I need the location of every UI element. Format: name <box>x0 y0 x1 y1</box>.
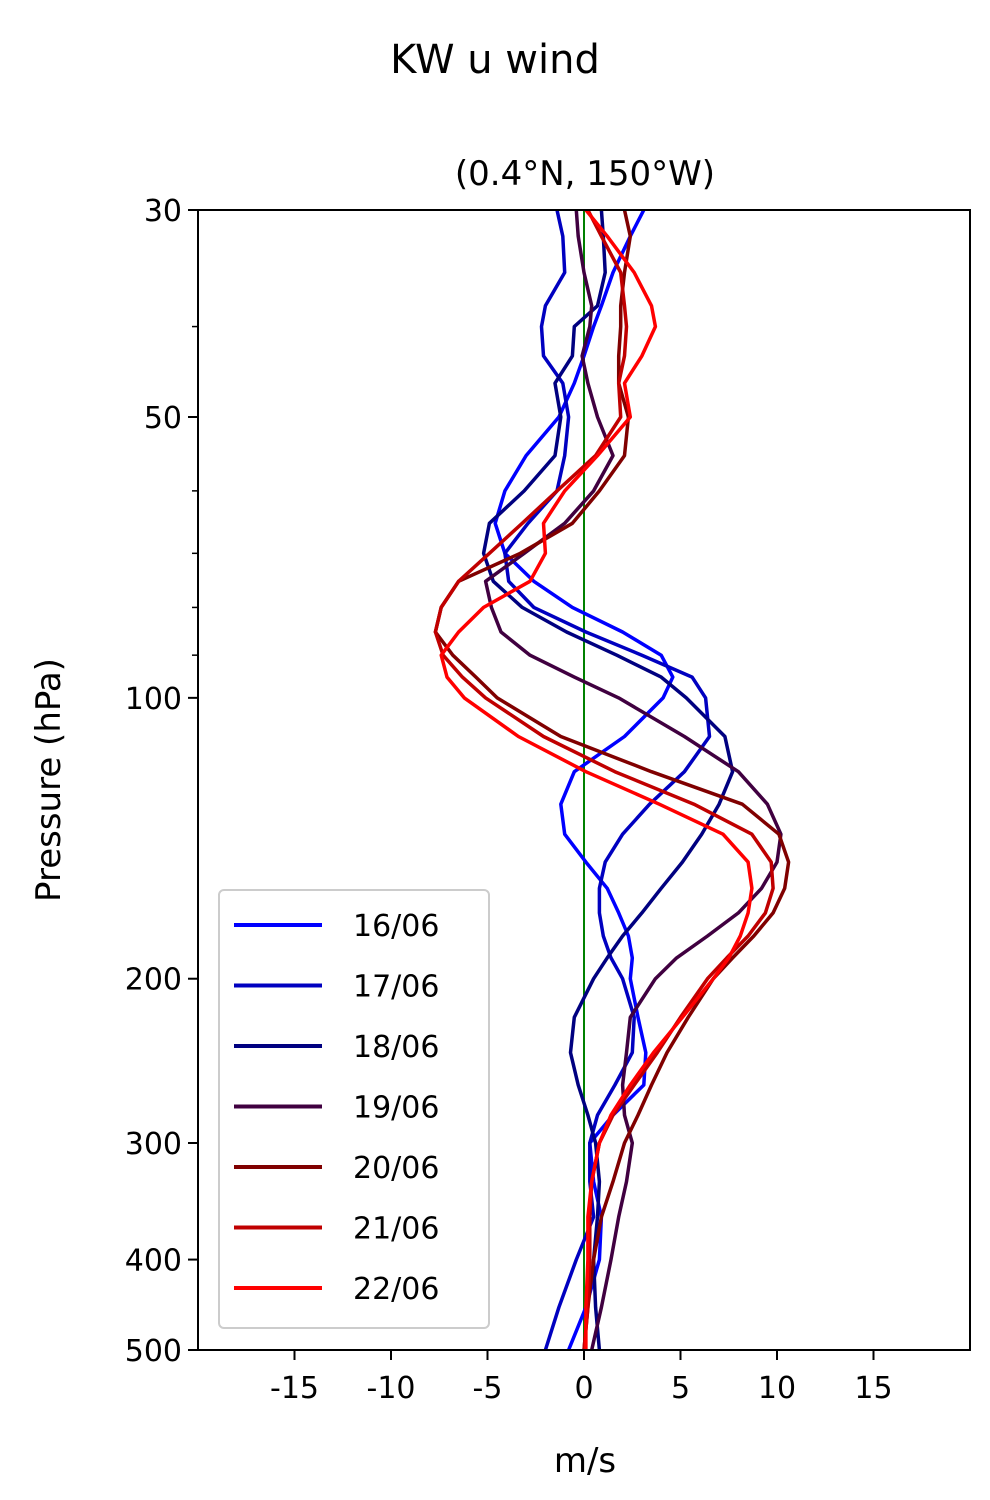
plot-frame <box>197 209 971 1351</box>
legend-label: 16/06 <box>353 909 439 944</box>
legend-entry: 22/06 <box>234 1272 439 1307</box>
legend-entry: 16/06 <box>234 909 439 944</box>
series-layer <box>433 210 791 1350</box>
legend-entry: 21/06 <box>234 1212 439 1247</box>
y-tick-label: 100 <box>125 682 182 717</box>
series-line-4 <box>483 210 783 1350</box>
x-tick-label: -15 <box>270 1371 319 1406</box>
x-axis-label: m/s <box>554 1441 616 1481</box>
axes-layer: -15 -10 -5 0 5 10 15 30 50 100 200 300 400 500 <box>125 194 893 1406</box>
legend-frame <box>218 889 490 1329</box>
x-tick-label: -10 <box>367 1371 416 1406</box>
y-tick-label: 30 <box>144 194 182 229</box>
legend-label: 21/06 <box>353 1212 439 1247</box>
legend-label: 18/06 <box>353 1030 439 1065</box>
y-tick-label: 50 <box>144 401 182 436</box>
y-axis-label: Pressure (hPa) <box>29 658 69 902</box>
legend: 16/06 17/06 18/06 19/06 20/06 21/06 22/06 <box>218 889 490 1329</box>
series-line-6 <box>433 210 775 1350</box>
x-tick-label: 15 <box>854 1371 892 1406</box>
x-tick-label: 0 <box>574 1371 593 1406</box>
legend-label: 22/06 <box>353 1272 439 1307</box>
legend-label: 20/06 <box>353 1151 439 1186</box>
legend-entry: 18/06 <box>234 1030 439 1065</box>
legend-entry: 20/06 <box>234 1151 439 1186</box>
y-tick-label: 400 <box>125 1244 182 1279</box>
y-tick-label: 500 <box>125 1334 182 1369</box>
y-tick-label: 200 <box>125 963 182 998</box>
x-tick-label: -5 <box>473 1371 503 1406</box>
x-tick-label: 5 <box>671 1371 690 1406</box>
y-tick-label: 300 <box>125 1127 182 1162</box>
series-line-3 <box>481 210 735 1350</box>
legend-label: 17/06 <box>353 970 439 1005</box>
legend-entry: 17/06 <box>234 970 439 1005</box>
chart-title: (0.4°N, 150°W) <box>455 154 715 194</box>
legend-label: 19/06 <box>353 1091 439 1126</box>
legend-entry: 19/06 <box>234 1091 439 1126</box>
series-line-7 <box>439 210 754 1350</box>
figure-suptitle: KW u wind <box>390 37 600 83</box>
series-line-2 <box>503 210 712 1350</box>
x-tick-label: 10 <box>758 1371 796 1406</box>
